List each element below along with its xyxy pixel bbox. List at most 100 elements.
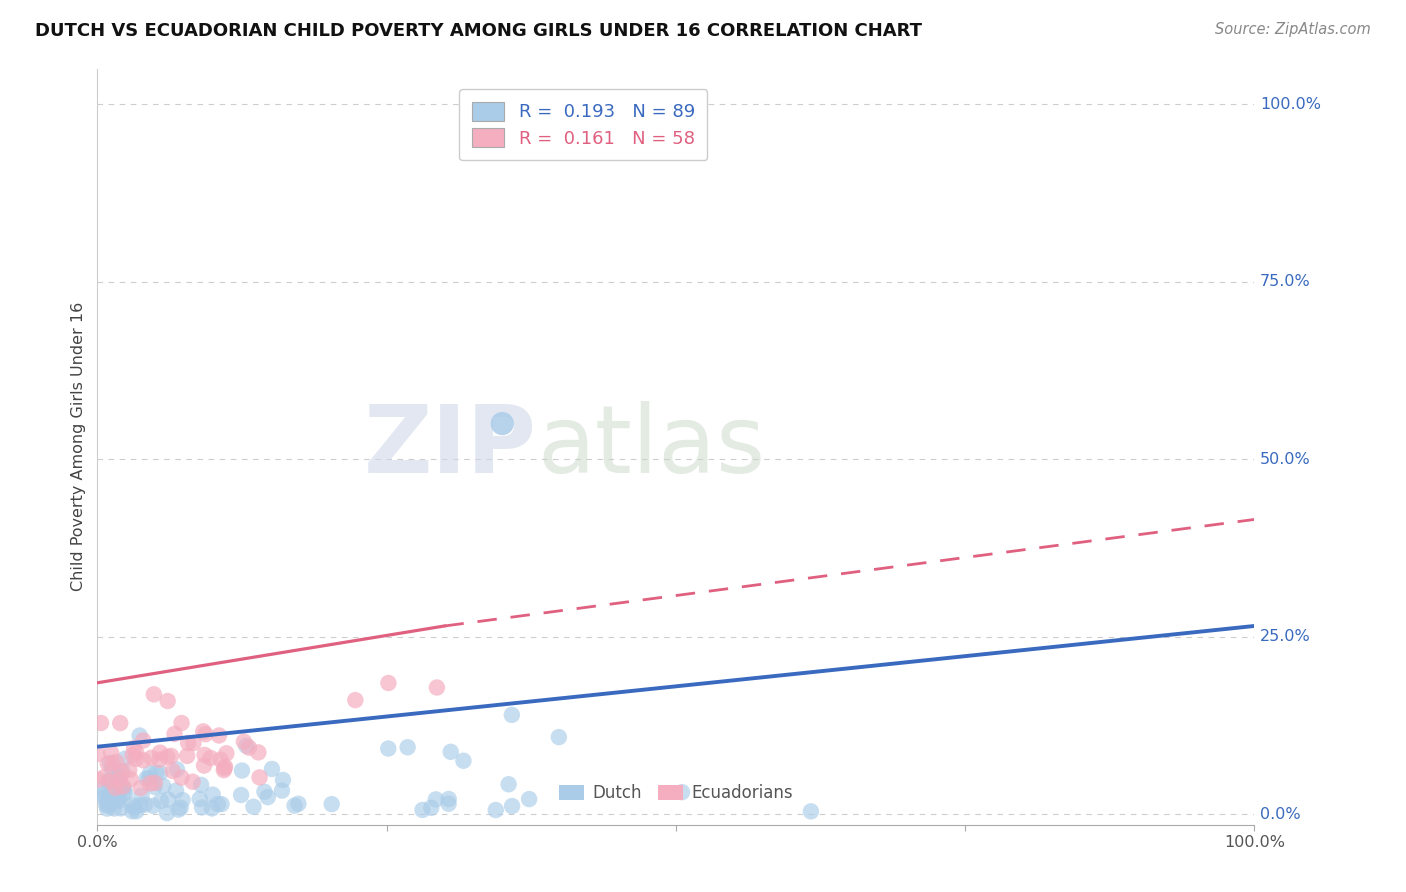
Point: [440, 745, 463, 759]
Point: [156, 694, 179, 708]
Point: [103, 801, 125, 815]
Point: [128, 729, 150, 743]
Point: [165, 783, 187, 797]
Point: [152, 779, 174, 793]
Point: [200, 751, 222, 765]
Point: [190, 778, 212, 792]
Point: [181, 774, 204, 789]
Text: 75.0%: 75.0%: [1260, 274, 1310, 289]
Point: [120, 772, 142, 786]
Point: [437, 792, 460, 806]
Point: [229, 788, 252, 802]
Point: [437, 797, 460, 811]
Point: [212, 763, 235, 777]
Point: [110, 801, 132, 815]
Point: [121, 798, 143, 813]
Point: [142, 687, 165, 701]
Text: 50.0%: 50.0%: [1260, 451, 1310, 467]
Point: [271, 783, 294, 797]
Point: [107, 768, 129, 782]
Point: [87, 772, 110, 787]
Point: [98, 773, 121, 788]
Point: [209, 753, 232, 767]
Point: [183, 736, 205, 750]
Point: [377, 741, 399, 756]
Point: [214, 761, 236, 775]
Point: [124, 800, 146, 814]
Point: [214, 759, 236, 773]
Point: [101, 756, 124, 771]
Point: [134, 797, 156, 812]
Point: [188, 792, 211, 806]
Point: [253, 785, 276, 799]
Y-axis label: Child Poverty Among Girls Under 16: Child Poverty Among Girls Under 16: [72, 302, 86, 591]
Point: [235, 739, 257, 753]
Point: [96, 798, 118, 813]
Point: [149, 746, 172, 760]
Point: [121, 805, 143, 819]
Point: [193, 724, 215, 739]
Point: [138, 771, 160, 785]
Point: [215, 747, 238, 761]
Point: [96, 795, 118, 809]
Point: [271, 772, 294, 787]
Text: 100.0%: 100.0%: [1260, 96, 1322, 112]
Point: [90, 716, 112, 731]
Point: [108, 769, 131, 783]
Point: [97, 774, 120, 789]
Point: [141, 751, 163, 765]
Point: [211, 797, 233, 812]
Point: [232, 734, 254, 748]
Point: [396, 740, 419, 755]
Point: [170, 800, 193, 814]
Point: [156, 806, 179, 821]
Text: 25.0%: 25.0%: [1260, 629, 1310, 644]
Point: [139, 776, 162, 790]
Point: [249, 771, 271, 785]
Point: [453, 754, 475, 768]
Point: [517, 792, 540, 806]
Point: [98, 798, 121, 813]
Point: [97, 756, 120, 771]
Text: 0.0%: 0.0%: [1260, 806, 1301, 822]
Point: [129, 798, 152, 813]
Point: [321, 797, 343, 811]
Point: [93, 790, 115, 805]
Point: [501, 799, 523, 814]
Point: [111, 764, 134, 779]
Point: [139, 766, 162, 780]
Point: [112, 786, 135, 800]
Point: [96, 802, 118, 816]
Text: ZIP: ZIP: [364, 401, 537, 492]
Point: [108, 785, 131, 799]
Point: [118, 763, 141, 777]
Point: [238, 740, 260, 755]
Point: [191, 800, 214, 814]
Text: atlas: atlas: [537, 401, 765, 492]
Point: [93, 770, 115, 784]
Point: [132, 753, 155, 767]
Point: [125, 804, 148, 818]
Point: [498, 777, 520, 791]
Point: [194, 727, 217, 741]
Point: [162, 764, 184, 778]
Point: [129, 780, 152, 795]
Point: [104, 780, 127, 795]
Point: [110, 780, 132, 795]
Point: [149, 794, 172, 808]
Point: [105, 755, 128, 769]
Point: [149, 765, 172, 780]
Point: [143, 780, 166, 794]
Point: [377, 676, 399, 690]
Point: [166, 763, 188, 777]
Point: [485, 803, 508, 817]
Point: [145, 765, 167, 780]
Point: [426, 681, 449, 695]
Point: [177, 736, 200, 750]
Point: [112, 780, 135, 795]
Point: [132, 733, 155, 747]
Point: [201, 788, 224, 802]
Point: [86, 747, 108, 761]
Point: [125, 752, 148, 766]
Point: [242, 799, 264, 814]
